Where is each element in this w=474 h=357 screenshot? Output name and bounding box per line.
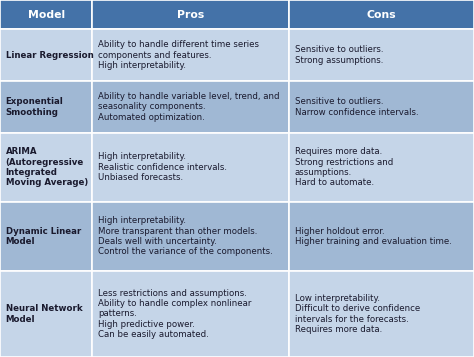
Text: Requires more data.
Strong restrictions and
assumptions.
Hard to automate.: Requires more data. Strong restrictions …: [295, 147, 393, 187]
Text: High interpretability.
Realistic confidence intervals.
Unbiased forecasts.: High interpretability. Realistic confide…: [98, 152, 227, 182]
Bar: [92, 202, 289, 271]
Text: Model: Model: [27, 10, 65, 20]
Text: Ability to handle different time series
components and features.
High interpreta: Ability to handle different time series …: [98, 40, 259, 70]
Text: Cons: Cons: [367, 10, 396, 20]
Text: Linear Regression: Linear Regression: [6, 51, 93, 60]
Bar: [0, 271, 92, 357]
Bar: [0, 81, 92, 133]
Text: High interpretability.
More transparent than other models.
Deals well with uncer: High interpretability. More transparent …: [98, 216, 273, 256]
Bar: [289, 0, 474, 29]
Text: Exponential
Smoothing: Exponential Smoothing: [6, 97, 64, 117]
Text: Neural Network
Model: Neural Network Model: [6, 304, 82, 323]
Bar: [92, 29, 289, 81]
Text: Pros: Pros: [177, 10, 204, 20]
Bar: [92, 133, 289, 202]
Bar: [289, 29, 474, 81]
Text: Ability to handle variable level, trend, and
seasonality components.
Automated o: Ability to handle variable level, trend,…: [98, 92, 280, 122]
Text: Higher holdout error.
Higher training and evaluation time.: Higher holdout error. Higher training an…: [295, 227, 452, 246]
Bar: [289, 81, 474, 133]
Text: Less restrictions and assumptions.
Ability to handle complex nonlinear
patterns.: Less restrictions and assumptions. Abili…: [98, 288, 252, 339]
Bar: [92, 81, 289, 133]
Text: Dynamic Linear
Model: Dynamic Linear Model: [6, 227, 81, 246]
Bar: [289, 133, 474, 202]
Bar: [0, 202, 92, 271]
Bar: [0, 133, 92, 202]
Text: Sensitive to outliers.
Narrow confidence intervals.: Sensitive to outliers. Narrow confidence…: [295, 97, 419, 117]
Bar: [92, 271, 289, 357]
Bar: [0, 29, 92, 81]
Text: Low interpretability.
Difficult to derive confidence
intervals for the forecasts: Low interpretability. Difficult to deriv…: [295, 294, 420, 334]
Text: ARIMA
(Autoregressive
Integrated
Moving Average): ARIMA (Autoregressive Integrated Moving …: [6, 147, 88, 187]
Bar: [289, 271, 474, 357]
Bar: [289, 202, 474, 271]
Text: Sensitive to outliers.
Strong assumptions.: Sensitive to outliers. Strong assumption…: [295, 45, 383, 65]
Bar: [92, 0, 289, 29]
Bar: [0, 0, 92, 29]
